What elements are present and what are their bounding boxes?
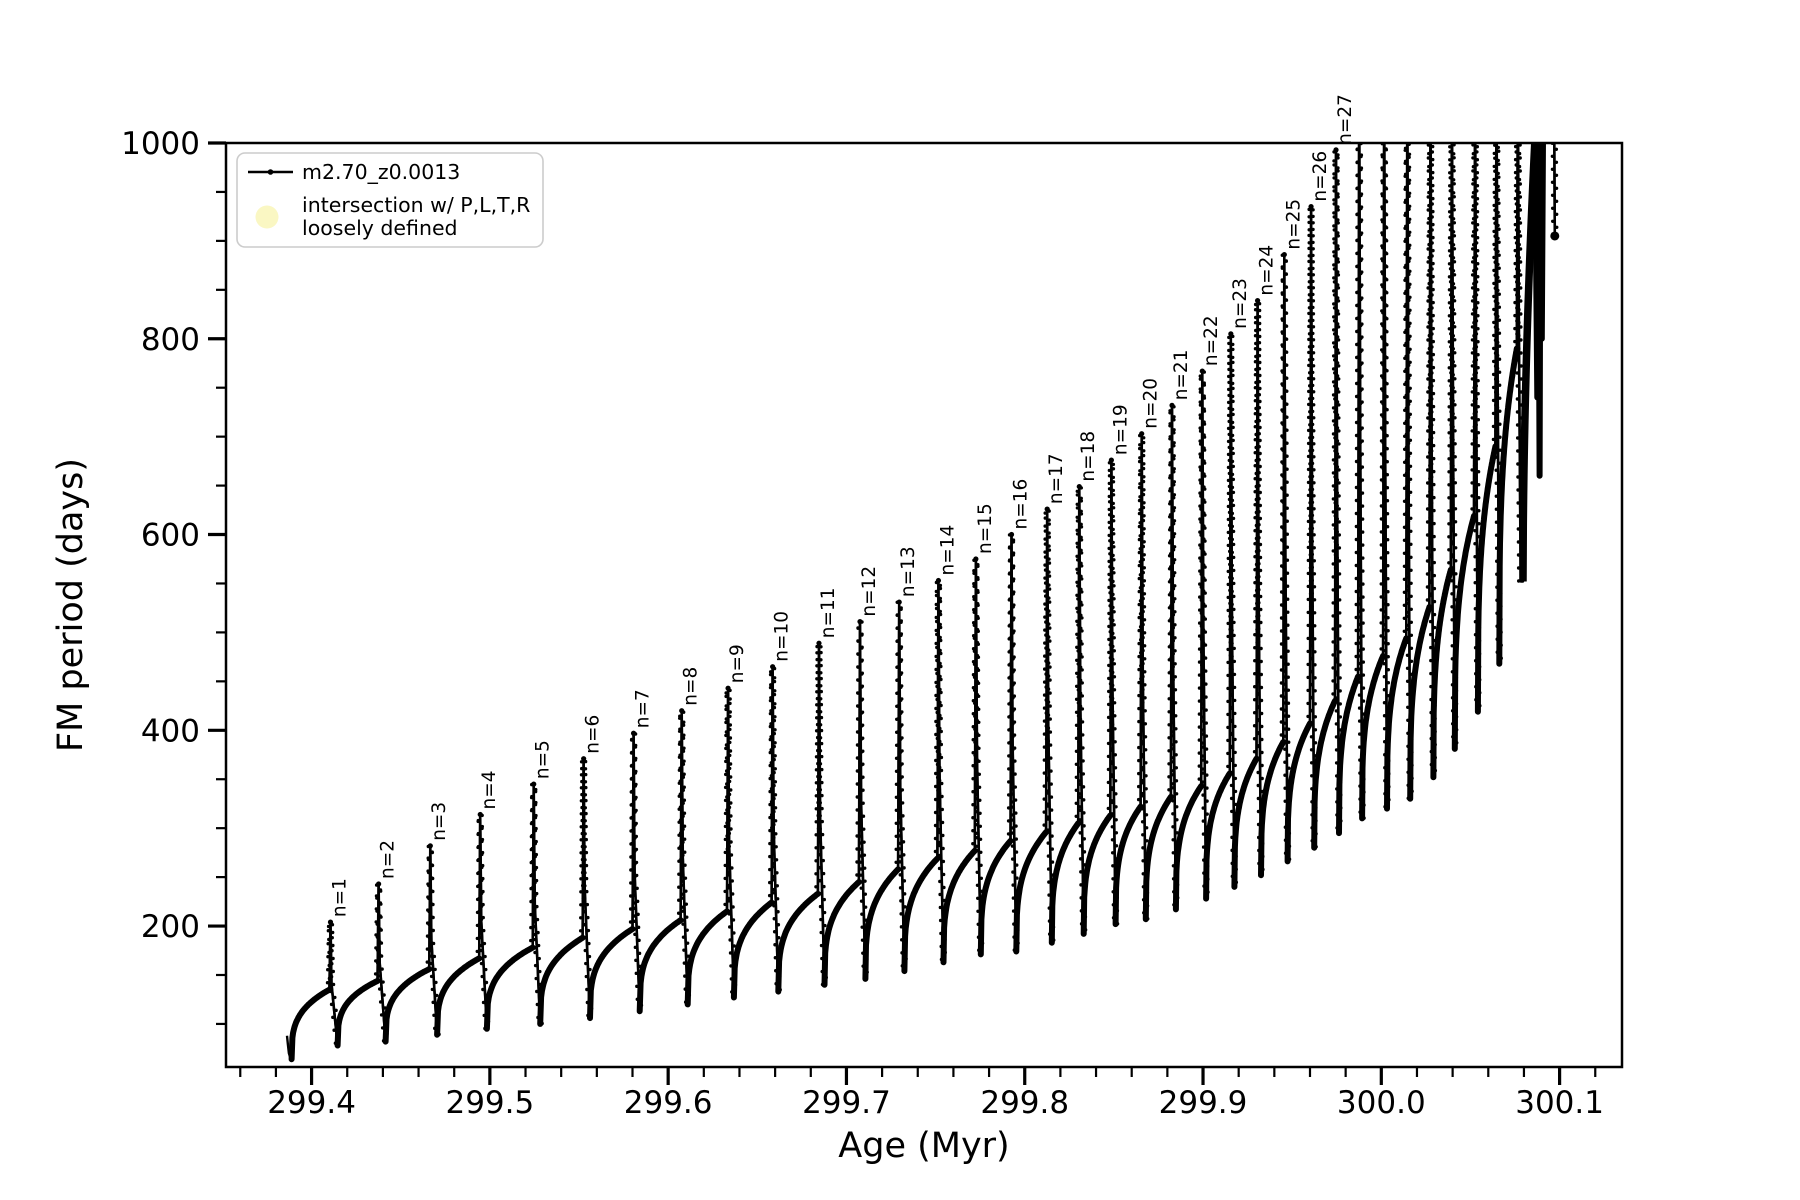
legend-label-intersection-line2: loosely defined bbox=[302, 216, 458, 240]
y-tick-label: 1000 bbox=[121, 126, 200, 162]
cycle-spike-dots bbox=[1106, 460, 1116, 926]
cycle-spike-dots bbox=[632, 733, 644, 1013]
series-polyline bbox=[285, 143, 1556, 1061]
spike-label: n=4 bbox=[479, 771, 500, 810]
y-tick-label: 600 bbox=[141, 518, 200, 554]
cycle-spike-dots bbox=[1358, 143, 1366, 821]
spike-label: n=26 bbox=[1310, 151, 1331, 202]
cycle-spike-dots bbox=[723, 688, 734, 1000]
spike-label: n=25 bbox=[1283, 199, 1304, 250]
x-tick-label: 300.1 bbox=[1515, 1085, 1604, 1121]
spike-label-group: n=1 n=2 n=3 n=4 n=5 n=6 n=7 n=8 n=9 n=10 n=11 n=12 n… bbox=[329, 94, 1356, 917]
cycle-spike-dots bbox=[1252, 300, 1261, 877]
cycle-spike-dots bbox=[933, 580, 944, 964]
spike-label: n=11 bbox=[818, 587, 839, 638]
spike-label: n=7 bbox=[633, 689, 654, 728]
y-axis-label: FM period (days) bbox=[51, 458, 91, 752]
x-axis-label: Age (Myr) bbox=[838, 1126, 1009, 1166]
spike-label: n=2 bbox=[378, 840, 399, 879]
spike-label: n=18 bbox=[1078, 431, 1099, 482]
cycle-spike-dots bbox=[475, 814, 487, 1031]
x-tick-label: 300.0 bbox=[1337, 1085, 1426, 1121]
axis-ticks: 299.4 299.5 299.6 299.7 299.8 299.9 300.0 300.1… bbox=[121, 126, 1604, 1121]
x-tick-label: 299.6 bbox=[624, 1085, 713, 1121]
cycle-spike-dots bbox=[975, 558, 985, 957]
legend-label-series: m2.70_z0.0013 bbox=[302, 160, 460, 185]
spike-label: n=15 bbox=[975, 503, 996, 554]
cycle-spike-dots bbox=[727, 688, 738, 1000]
legend-frame bbox=[236, 152, 544, 248]
cycle-spike-dots bbox=[855, 621, 866, 981]
spike-label: n=6 bbox=[583, 715, 604, 754]
cycle-spike-dots bbox=[529, 784, 540, 1026]
data-curve-group bbox=[285, 143, 1560, 1063]
x-tick-label: 299.9 bbox=[1159, 1085, 1248, 1121]
spike-label: n=1 bbox=[329, 878, 350, 917]
spike-label: n=9 bbox=[727, 644, 748, 683]
cycle-spike-dots bbox=[533, 784, 544, 1026]
cycle-spike-dots bbox=[814, 643, 825, 987]
spike-label: n=24 bbox=[1257, 245, 1278, 296]
y-tick-label: 200 bbox=[141, 909, 200, 945]
x-tick-label: 299.4 bbox=[267, 1085, 356, 1121]
cycle-spike-dots bbox=[429, 845, 441, 1037]
spike-label: n=16 bbox=[1011, 479, 1032, 530]
spike-label: n=27 bbox=[1335, 94, 1356, 145]
legend: m2.70_z0.0013 intersection w/ P,L,T,R lo… bbox=[236, 152, 544, 248]
spike-label: n=13 bbox=[898, 546, 919, 597]
spike-label: n=17 bbox=[1046, 453, 1067, 504]
spike-label: n=21 bbox=[1171, 350, 1192, 401]
y-tick-label: 800 bbox=[141, 322, 200, 358]
x-tick-label: 299.8 bbox=[980, 1085, 1069, 1121]
cycle-spike-dots bbox=[818, 643, 829, 987]
y-tick-label: 400 bbox=[141, 713, 200, 749]
legend-intersection-dot-marker bbox=[255, 205, 279, 229]
legend-label-intersection-line1: intersection w/ P,L,T,R bbox=[302, 193, 530, 217]
spike-label: n=23 bbox=[1230, 278, 1251, 329]
spike-label: n=14 bbox=[937, 525, 958, 576]
spike-label: n=22 bbox=[1201, 315, 1222, 366]
spike-label: n=10 bbox=[772, 611, 793, 662]
cycle-spike-dots bbox=[1470, 143, 1478, 714]
spike-label: n=12 bbox=[859, 566, 880, 617]
cycle-spike-dots bbox=[1513, 143, 1521, 584]
x-tick-label: 299.7 bbox=[802, 1085, 891, 1121]
cycle-spike-dots bbox=[479, 814, 491, 1031]
x-tick-label: 299.5 bbox=[445, 1085, 534, 1121]
legend-line-dot-marker bbox=[267, 169, 274, 175]
spike-label: n=5 bbox=[533, 740, 554, 779]
spike-label: n=19 bbox=[1110, 404, 1131, 455]
spike-label: n=8 bbox=[681, 667, 702, 706]
spike-label: n=3 bbox=[429, 802, 450, 841]
plot-frame bbox=[224, 141, 1624, 1069]
spike-label: n=20 bbox=[1141, 378, 1162, 429]
